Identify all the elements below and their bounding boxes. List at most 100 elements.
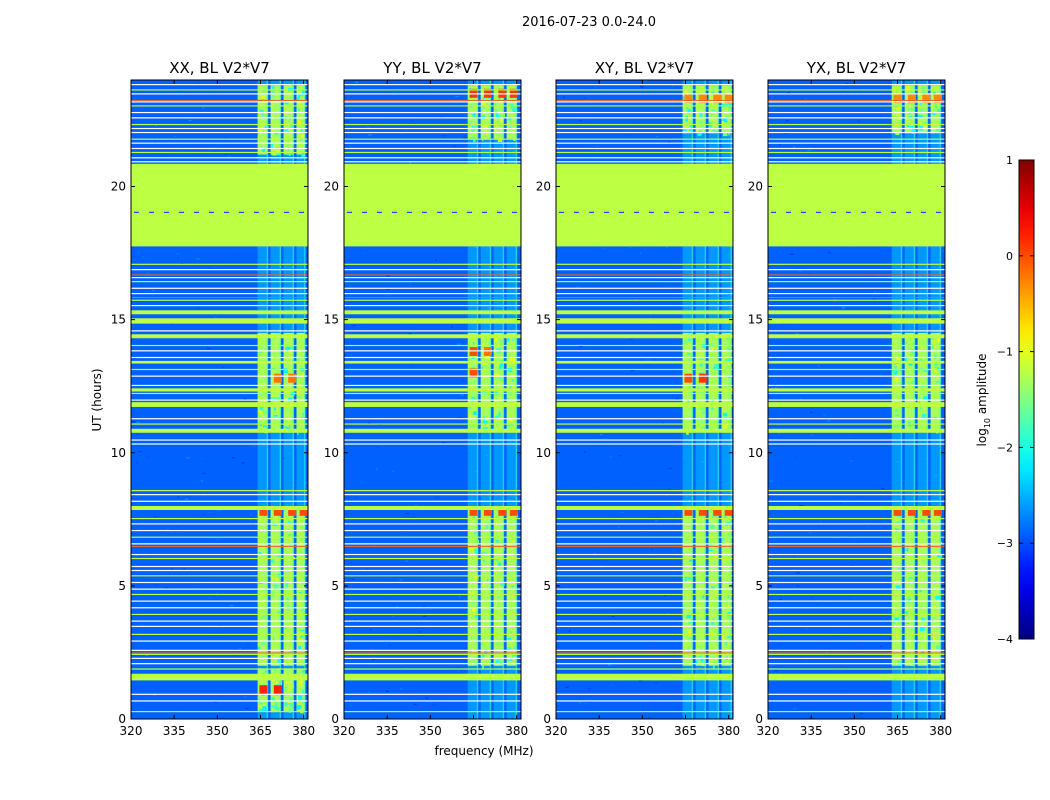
signal-speck [284, 128, 289, 132]
band-dash [194, 211, 199, 213]
signal-speck [277, 610, 281, 614]
signal-speck [297, 600, 301, 606]
signal-speck [499, 136, 502, 140]
band-dash [846, 211, 851, 213]
flag-line [556, 663, 733, 665]
signal-speck [728, 102, 732, 108]
flagged-band [131, 318, 308, 324]
panel-2: YY, BL V2*V7 320 335 350 365 380 0 5 10 15 20 [324, 59, 528, 738]
noise-speck [858, 648, 860, 650]
signal-speck [922, 560, 925, 562]
hot-spot [273, 373, 282, 383]
signal-speck [496, 94, 499, 96]
signal-speck [507, 117, 512, 121]
flag-line [768, 529, 945, 532]
flag-line [768, 117, 945, 119]
noise-speck [395, 606, 399, 607]
signal-speck [271, 595, 274, 598]
noise-speck [174, 135, 177, 137]
noise-speck [827, 420, 830, 422]
flag-line [556, 117, 733, 119]
signal-speck [259, 371, 264, 374]
signal-speck [721, 538, 725, 541]
signal-speck [262, 148, 265, 153]
signal-speck [711, 407, 713, 410]
panel-heatmap [131, 80, 308, 719]
hot-spot [273, 685, 282, 695]
signal-speck [921, 105, 924, 110]
signal-speck [711, 342, 713, 346]
signal-speck [498, 98, 501, 101]
signal-speck [263, 410, 265, 413]
signal-speck [922, 609, 925, 611]
hot-spot [713, 94, 722, 104]
flag-line [344, 657, 521, 659]
signal-speck [498, 562, 501, 567]
signal-speck [917, 639, 920, 642]
signal-speck [712, 514, 718, 519]
flagged-band [344, 360, 521, 364]
flag-line [768, 553, 945, 556]
noise-speck [661, 102, 663, 104]
signal-speck [263, 355, 265, 357]
flag-line [556, 350, 733, 352]
band-dash [482, 211, 487, 213]
noise-speck [902, 647, 905, 649]
signal-speck [298, 645, 301, 649]
flag-line [344, 93, 521, 95]
y-tick-label: 15 [324, 313, 339, 327]
signal-speck [276, 397, 282, 400]
noise-speck [453, 448, 455, 450]
flag-line [344, 281, 521, 283]
signal-speck [497, 596, 500, 598]
noise-speck [587, 688, 592, 690]
band-dash [209, 211, 214, 213]
flag-line [556, 500, 733, 502]
noise-speck [874, 291, 876, 293]
noise-speck [800, 398, 803, 400]
flagged-band [556, 428, 733, 433]
noise-speck [796, 585, 800, 587]
signal-speck [918, 122, 923, 128]
signal-speck [911, 520, 915, 523]
signal-speck [724, 115, 728, 119]
x-tick-label: 335 [800, 724, 823, 738]
noise-speck [576, 286, 580, 288]
noise-speck [135, 433, 138, 435]
signal-speck [275, 152, 280, 156]
band-dash [709, 211, 714, 213]
noise-speck [769, 480, 773, 482]
x-tick-label: 320 [120, 724, 143, 738]
signal-speck [277, 553, 282, 558]
flag-line [768, 418, 945, 420]
signal-speck [271, 400, 273, 404]
flag-line [768, 131, 945, 134]
signal-speck [684, 89, 688, 93]
signal-speck [683, 357, 685, 361]
noise-speck [151, 290, 155, 292]
signal-speck [264, 669, 269, 674]
band-dash [347, 211, 352, 213]
signal-speck [509, 126, 512, 130]
signal-speck [920, 345, 924, 350]
signal-speck [892, 123, 897, 128]
signal-speck [274, 407, 276, 411]
noise-speck [649, 328, 651, 330]
noise-speck [774, 387, 777, 389]
noise-speck [635, 484, 637, 486]
signal-speck [711, 621, 715, 626]
signal-speck [275, 577, 278, 582]
signal-speck [930, 96, 934, 98]
y-tick-label: 0 [755, 712, 763, 726]
noise-speck [243, 398, 247, 400]
noise-speck [870, 275, 875, 277]
signal-speck [262, 112, 264, 117]
noise-speck [666, 246, 668, 248]
noise-speck [635, 121, 640, 123]
signal-speck [721, 636, 724, 640]
signal-speck [299, 551, 303, 555]
signal-speck [497, 377, 503, 380]
noise-speck [253, 445, 255, 447]
signal-speck [696, 563, 700, 566]
flagged-band [556, 318, 733, 324]
